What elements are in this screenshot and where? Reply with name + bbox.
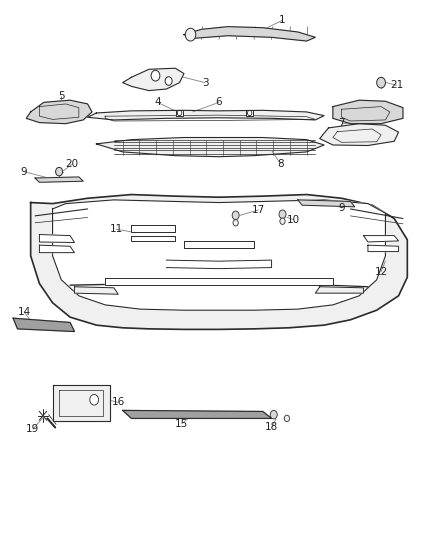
Text: 16: 16 [112, 398, 125, 407]
Polygon shape [176, 110, 183, 116]
Text: 18: 18 [265, 423, 278, 432]
Polygon shape [246, 110, 253, 116]
Circle shape [377, 77, 385, 88]
Circle shape [165, 77, 172, 85]
Circle shape [185, 28, 196, 41]
Circle shape [270, 410, 277, 419]
Text: 11: 11 [110, 224, 123, 234]
Polygon shape [131, 236, 175, 241]
Text: 20: 20 [66, 159, 79, 169]
Text: 9: 9 [21, 167, 28, 176]
Polygon shape [184, 27, 315, 41]
Polygon shape [320, 124, 399, 146]
Polygon shape [368, 245, 399, 252]
Text: 4: 4 [154, 98, 161, 107]
Text: 5: 5 [58, 91, 65, 101]
Polygon shape [131, 225, 175, 232]
Circle shape [56, 167, 63, 176]
Circle shape [284, 415, 290, 422]
Text: 7: 7 [338, 118, 345, 127]
Polygon shape [13, 318, 74, 332]
Polygon shape [39, 235, 74, 243]
Polygon shape [96, 138, 324, 157]
Text: 10: 10 [287, 215, 300, 224]
Text: 17: 17 [252, 205, 265, 215]
Polygon shape [31, 195, 407, 329]
Polygon shape [39, 245, 74, 253]
Text: 8: 8 [277, 159, 284, 168]
Polygon shape [53, 200, 385, 310]
Polygon shape [123, 68, 184, 91]
Polygon shape [298, 200, 355, 207]
Circle shape [90, 394, 99, 405]
Polygon shape [74, 287, 118, 294]
Polygon shape [123, 410, 272, 418]
Polygon shape [364, 236, 399, 242]
Text: 9: 9 [338, 203, 345, 213]
Text: 14: 14 [18, 307, 31, 317]
Polygon shape [35, 177, 83, 182]
Text: 19: 19 [26, 424, 39, 434]
Circle shape [280, 218, 285, 224]
Polygon shape [88, 110, 324, 120]
Circle shape [151, 70, 160, 81]
Polygon shape [315, 287, 364, 293]
Circle shape [233, 220, 238, 226]
Polygon shape [184, 241, 254, 248]
Text: 12: 12 [374, 267, 388, 277]
Polygon shape [53, 385, 110, 421]
Text: 6: 6 [215, 98, 223, 107]
Polygon shape [105, 278, 333, 285]
Circle shape [279, 210, 286, 219]
Text: 15: 15 [175, 419, 188, 429]
Polygon shape [333, 100, 403, 124]
Text: 21: 21 [390, 80, 403, 90]
Text: 1: 1 [279, 15, 286, 25]
Circle shape [232, 211, 239, 220]
Text: 3: 3 [201, 78, 208, 87]
Polygon shape [26, 100, 92, 124]
